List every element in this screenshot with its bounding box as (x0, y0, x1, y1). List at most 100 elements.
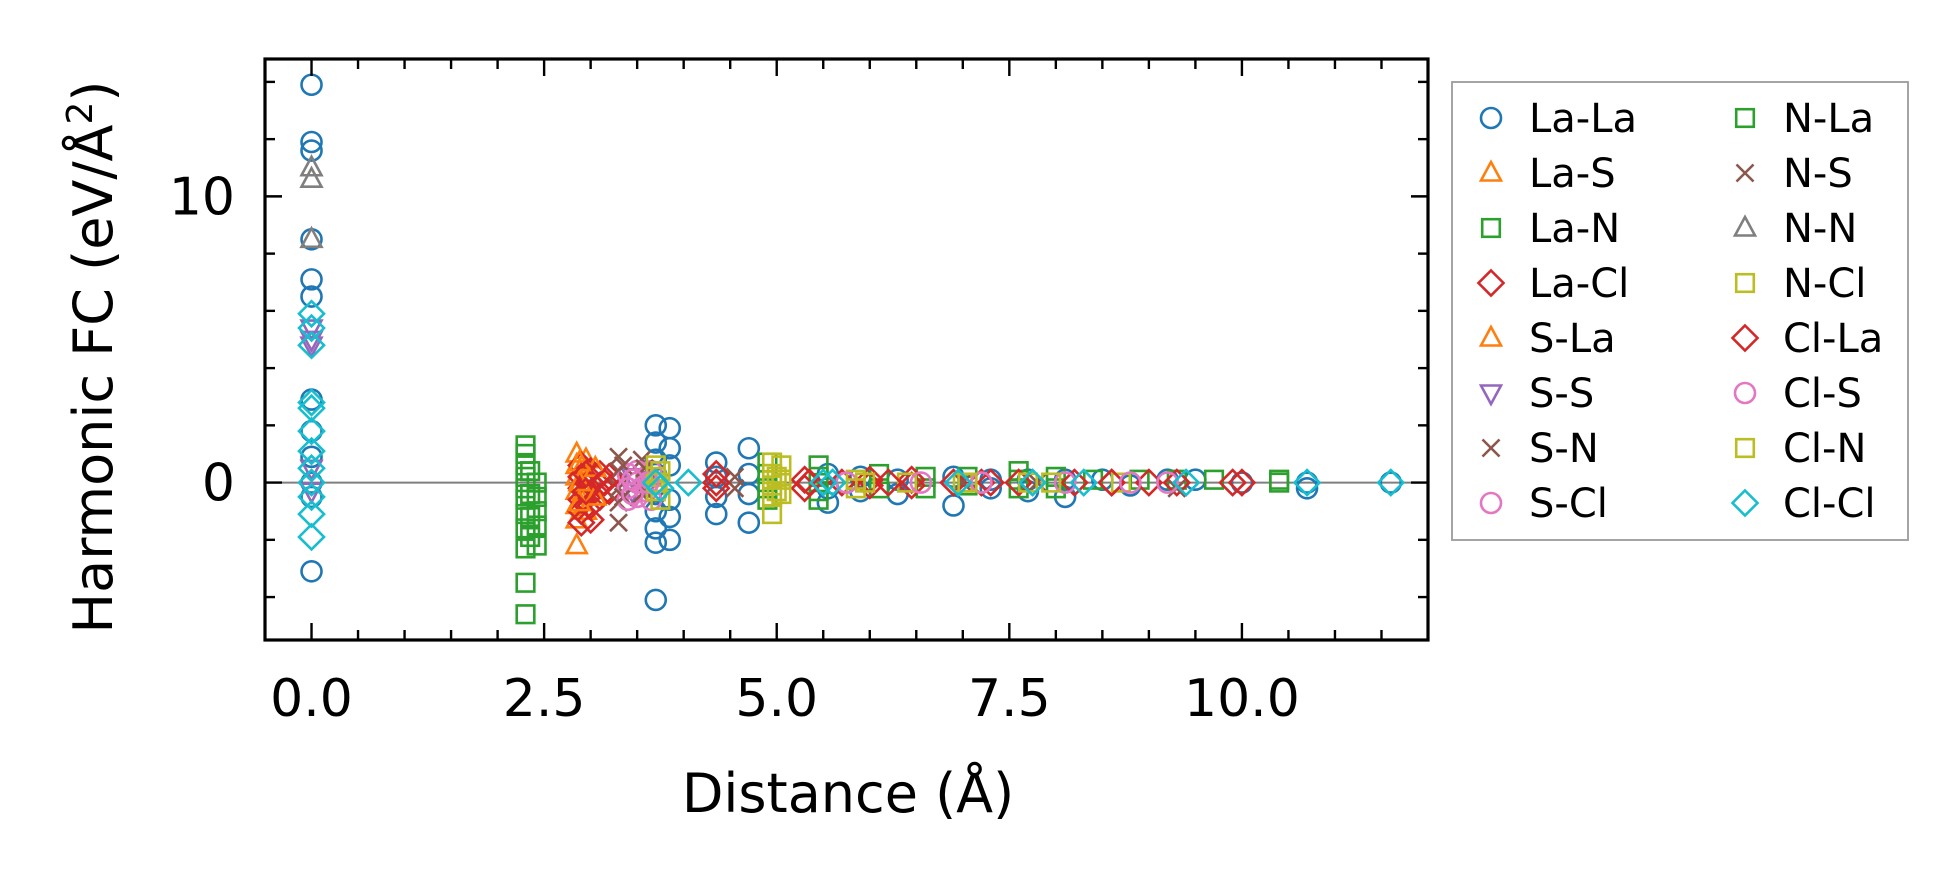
data-point (673, 468, 703, 497)
data-point (874, 468, 903, 497)
data-point (515, 455, 536, 476)
legend-entry: S-S (1478, 371, 1594, 417)
legend-label: S-La (1529, 316, 1616, 362)
legend-box (1451, 81, 1909, 541)
data-point (297, 393, 326, 423)
series-Cl-La (571, 459, 1247, 506)
points-layer (265, 73, 1428, 625)
data-point (300, 139, 323, 162)
data-point (896, 472, 918, 493)
data-point (766, 466, 787, 487)
plot-frame (263, 57, 1430, 642)
y-axis-label: Harmonic FC (eV/Å2) (60, 81, 125, 634)
data-point (855, 472, 876, 493)
data-point (1292, 468, 1322, 497)
data-point (644, 431, 668, 454)
data-point (520, 506, 541, 528)
data-point (794, 468, 824, 497)
data-point (297, 436, 326, 466)
x-tick-label: 2.5 (503, 669, 586, 729)
data-point (571, 459, 601, 489)
data-point (1295, 477, 1319, 500)
legend-entry: Cl-S (1733, 371, 1862, 417)
data-point (297, 330, 326, 360)
data-point (300, 130, 323, 154)
legend-marker (1479, 106, 1503, 130)
legend-marker (1734, 107, 1756, 129)
legend-label: La-S (1529, 151, 1616, 197)
data-point (515, 503, 536, 525)
data-point (515, 538, 536, 559)
data-point (576, 505, 605, 535)
data-point (300, 268, 323, 291)
series-N-N (299, 154, 324, 249)
legend-marker (1480, 217, 1502, 239)
data-point (515, 604, 536, 625)
legend-label: Cl-N (1783, 426, 1866, 472)
data-point (701, 473, 731, 503)
data-point (583, 483, 608, 506)
data-point (1004, 468, 1033, 497)
data-point (1069, 468, 1099, 497)
legend-label: S-Cl (1529, 481, 1608, 527)
data-point (609, 513, 628, 533)
legend-label: N-N (1783, 206, 1857, 252)
data-point (1162, 468, 1192, 497)
legend-entry: La-Cl (1476, 261, 1629, 307)
data-point (771, 469, 792, 490)
legend-entry: Cl-Cl (1730, 481, 1876, 527)
data-point (1218, 468, 1247, 497)
data-point (1230, 471, 1254, 494)
data-point (1041, 472, 1062, 493)
data-point (1295, 471, 1319, 494)
legend-entry: S-Cl (1479, 481, 1608, 527)
legend-entry: Cl-N (1734, 426, 1866, 472)
x-axis-label: Distance (Å) (682, 761, 1014, 825)
legend-entry: N-S (1735, 151, 1853, 197)
data-point (299, 154, 324, 177)
data-point (658, 528, 682, 552)
data-point (1227, 468, 1257, 497)
data-point (1060, 468, 1089, 497)
data-point (818, 468, 847, 497)
data-point (701, 468, 731, 497)
data-point (299, 319, 324, 342)
data-point (957, 472, 978, 493)
data-point (299, 165, 324, 189)
data-point (297, 453, 326, 483)
data-point (644, 414, 668, 437)
series-Cl-Cl (297, 299, 1406, 552)
x-tick-label: 5.0 (735, 669, 818, 729)
legend-label: N-La (1783, 96, 1874, 142)
data-point (1018, 468, 1047, 497)
legend-marker (1479, 491, 1503, 515)
data-point (297, 313, 326, 343)
data-point (1053, 471, 1077, 494)
x-tick-label: 10.0 (1184, 669, 1300, 729)
data-point (520, 461, 541, 482)
data-point (701, 459, 731, 489)
data-point (704, 502, 728, 526)
data-point (645, 466, 666, 487)
legend-entry: La-S (1478, 151, 1616, 197)
data-point (520, 483, 541, 505)
data-point (644, 517, 668, 540)
legend-marker (1481, 438, 1501, 458)
axes-layer: 0.0 2.5 5.0 7.5 10.0 0 10 (169, 57, 1430, 729)
data-point (939, 468, 968, 497)
series-Cl-N (647, 466, 1062, 502)
legend: La-La La-S La-N La-Cl S-La S-S S-N S-Cl N-La N-S N… (1451, 81, 1909, 541)
legend-entry: N-La (1734, 96, 1874, 142)
legend-entry: N-Cl (1734, 261, 1866, 307)
data-point (808, 468, 838, 497)
data-point (571, 476, 601, 506)
y-axis-label-base: Harmonic FC (eV/Å (61, 124, 125, 633)
data-point (621, 482, 644, 506)
data-point (658, 436, 682, 460)
data-point (300, 445, 323, 469)
data-point (526, 472, 547, 493)
legend-marker (1733, 381, 1757, 405)
data-point (297, 499, 326, 529)
data-point (737, 436, 761, 460)
